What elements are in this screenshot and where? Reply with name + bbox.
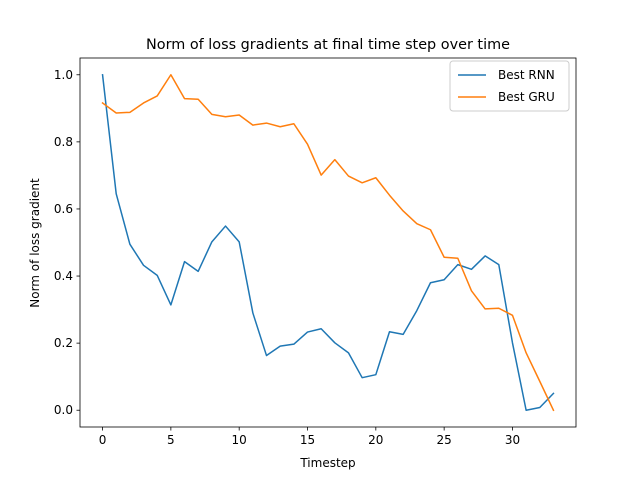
y-tick-label: 0.6 (54, 202, 73, 216)
chart-title: Norm of loss gradients at final time ste… (146, 37, 510, 53)
x-axis-ticks: 0 5 10 15 20 25 30 (99, 427, 520, 447)
x-tick-label: 25 (437, 433, 452, 447)
y-tick-label: 0.0 (54, 403, 73, 417)
legend-box (449, 60, 570, 112)
y-tick-label: 1.0 (54, 68, 73, 82)
series-line-best-gru (101, 74, 555, 412)
x-axis-label: Timestep (299, 456, 355, 470)
legend-label-best-rnn: Best RNN (498, 68, 555, 82)
series-layer (101, 73, 555, 412)
legend: Best RNN Best GRU (449, 60, 570, 112)
y-tick-label: 0.8 (54, 135, 73, 149)
y-axis-label: Norm of loss gradient (28, 178, 42, 308)
series-line-best-rnn (101, 73, 555, 411)
x-tick-label: 0 (99, 433, 107, 447)
y-axis-ticks: 0.0 0.2 0.4 0.6 0.8 1.0 (54, 68, 80, 417)
x-tick-label: 10 (232, 433, 247, 447)
plot-area-frame (79, 57, 577, 428)
x-tick-label: 15 (300, 433, 315, 447)
y-tick-label: 0.2 (54, 336, 73, 350)
legend-label-best-gru: Best GRU (498, 90, 555, 104)
x-tick-label: 30 (505, 433, 520, 447)
x-tick-label: 20 (368, 433, 383, 447)
y-tick-label: 0.4 (54, 269, 73, 283)
x-tick-label: 5 (167, 433, 175, 447)
